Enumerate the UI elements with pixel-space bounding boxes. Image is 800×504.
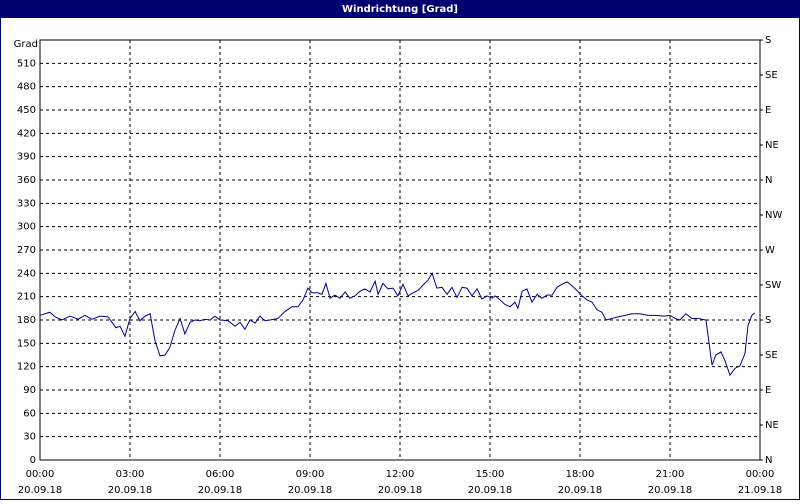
y2-tick-label: SW: [765, 280, 781, 291]
y2-tick-label: NW: [765, 210, 782, 221]
y2-tick-label: NE: [765, 140, 779, 151]
y-tick-label: 330: [17, 198, 36, 209]
x-tick-sublabel: 20.09.18: [18, 485, 63, 496]
x-tick-label: 12:00: [386, 469, 415, 480]
title-bar: [0, 0, 800, 18]
y-tick-label: 300: [17, 222, 36, 233]
y-tick-label: 90: [23, 385, 36, 396]
plot-frame: [39, 39, 761, 461]
chart-title: Windrichtung [Grad]: [342, 4, 458, 15]
y2-tick-label: E: [765, 105, 771, 116]
x-tick-sublabel: 20.09.18: [378, 485, 423, 496]
data-line: [39, 272, 756, 377]
x-tick-sublabel: 20.09.18: [288, 485, 333, 496]
x-tick-label: 06:00: [206, 469, 235, 480]
y-tick-label: 240: [17, 268, 36, 279]
y-tick-label: 210: [17, 292, 36, 303]
x-tick-label: 18:00: [566, 469, 595, 480]
y2-tick-label: SE: [765, 350, 778, 361]
y2-tick-label: SE: [765, 70, 778, 81]
x-tick-sublabel: 20.09.18: [468, 485, 513, 496]
y-tick-label: 360: [17, 175, 36, 186]
x-tick-label: 00:00: [746, 469, 775, 480]
y2-tick-label: S: [765, 35, 771, 46]
y-tick-label: 270: [17, 245, 36, 256]
y-tick-label: 150: [17, 338, 36, 349]
y-tick-label: 480: [17, 82, 36, 93]
y2-tick-label: E: [765, 385, 771, 396]
y-tick-label: 510: [17, 58, 36, 69]
y-tick-label: 420: [17, 128, 36, 139]
x-tick-sublabel: 20.09.18: [558, 485, 603, 496]
y-tick-label: 180: [17, 315, 36, 326]
x-tick-sublabel: 20.09.18: [108, 485, 153, 496]
y-tick-label: 30: [23, 432, 36, 443]
x-tick-sublabel: 20.09.18: [198, 485, 243, 496]
y2-tick-label: S: [765, 315, 771, 326]
y2-tick-label: N: [765, 175, 772, 186]
x-tick-sublabel: 21.09.18: [738, 485, 783, 496]
y-tick-label: 60: [23, 408, 36, 419]
x-tick-label: 00:00: [26, 469, 55, 480]
y2-tick-label: N: [765, 455, 772, 466]
y-tick-label: 0: [30, 455, 36, 466]
x-tick-label: 03:00: [116, 469, 145, 480]
x-tick-label: 15:00: [476, 469, 505, 480]
y2-tick-label: W: [765, 245, 775, 256]
x-tick-label: 21:00: [656, 469, 685, 480]
x-tick-label: 09:00: [296, 469, 325, 480]
y-axis-label: Grad: [14, 39, 38, 50]
y2-tick-label: NE: [765, 420, 779, 431]
y-tick-label: 450: [17, 105, 36, 116]
y-tick-label: 390: [17, 152, 36, 163]
x-tick-sublabel: 20.09.18: [648, 485, 693, 496]
y-tick-label: 120: [17, 362, 36, 373]
